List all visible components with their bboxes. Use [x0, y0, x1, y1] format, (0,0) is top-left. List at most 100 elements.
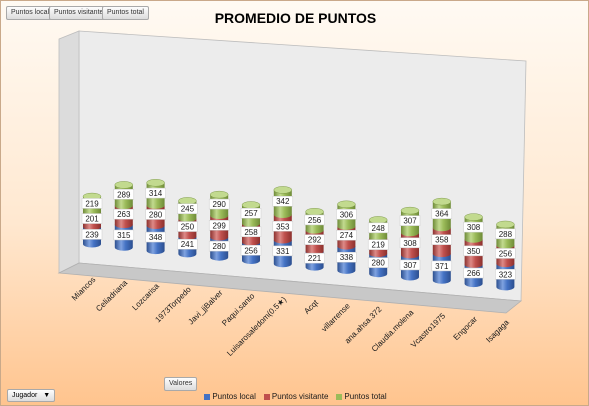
legend-label-total: Puntos total: [344, 392, 387, 401]
svg-text:306: 306: [340, 210, 354, 219]
svg-text:250: 250: [181, 223, 195, 232]
svg-text:308: 308: [467, 223, 481, 232]
svg-text:239: 239: [85, 230, 99, 239]
legend-swatch-visitante: [263, 394, 270, 400]
data-label-total-8: 256: [304, 214, 325, 226]
row-field-label: Jugador: [12, 392, 38, 399]
data-label-local-12: 371: [431, 260, 453, 272]
svg-text:280: 280: [372, 259, 386, 268]
row-field-jugador[interactable]: Jugador ▼: [7, 389, 56, 402]
legend-item-visitante: Puntos visitante: [263, 391, 329, 403]
data-label-visitante-11: 308: [399, 237, 421, 249]
category-label-13: Engocar: [452, 314, 480, 342]
category-label-6: Paqui.santo: [220, 291, 257, 328]
svg-text:221: 221: [308, 254, 322, 263]
legend-item-local: Puntos local: [204, 391, 256, 403]
svg-text:288: 288: [499, 230, 513, 239]
data-label-local-6: 256: [240, 245, 262, 256]
legend-item-total: Puntos total: [336, 391, 387, 403]
data-label-visitante-6: 258: [240, 226, 262, 238]
data-label-visitante-2: 263: [113, 208, 135, 220]
svg-text:257: 257: [244, 209, 258, 218]
svg-text:266: 266: [467, 269, 481, 278]
data-label-visitante-1: 201: [81, 213, 103, 224]
svg-text:364: 364: [435, 210, 449, 219]
data-label-local-2: 315: [113, 229, 135, 241]
data-label-local-3: 348: [145, 231, 166, 243]
data-label-total-3: 314: [145, 187, 166, 199]
category-label-8: Acqt: [302, 298, 320, 316]
back-wall: [78, 30, 527, 302]
category-label-9: villarrense: [320, 301, 353, 334]
svg-text:256: 256: [244, 246, 258, 255]
svg-text:342: 342: [276, 197, 290, 206]
svg-text:358: 358: [435, 236, 449, 245]
svg-text:241: 241: [181, 240, 195, 249]
svg-text:323: 323: [499, 270, 513, 279]
data-label-visitante-5: 299: [208, 220, 230, 231]
svg-text:248: 248: [372, 224, 386, 233]
data-label-total-14: 288: [495, 228, 516, 240]
svg-text:274: 274: [340, 231, 354, 240]
chevron-down-icon: ▼: [43, 392, 51, 399]
data-label-total-2: 289: [113, 189, 135, 200]
svg-text:256: 256: [308, 216, 322, 225]
svg-text:299: 299: [213, 221, 227, 230]
svg-text:201: 201: [85, 215, 99, 224]
category-label-7: Luisarosaledom(0.5★): [225, 295, 288, 358]
field-button-puntos-total[interactable]: Puntos total: [102, 6, 149, 20]
data-label-local-11: 307: [399, 259, 421, 271]
data-label-local-14: 323: [495, 269, 516, 280]
legend-label-local: Puntos local: [212, 392, 256, 401]
category-label-5: Javi_jjBalver: [186, 288, 224, 326]
data-label-visitante-12: 358: [431, 234, 453, 245]
data-label-total-10: 248: [367, 222, 389, 234]
data-label-local-8: 221: [304, 252, 325, 264]
data-label-local-9: 338: [336, 251, 357, 263]
category-label-2: Celiadriana: [94, 278, 129, 313]
data-label-local-13: 266: [463, 267, 484, 279]
data-label-local-10: 280: [367, 257, 389, 268]
data-label-local-7: 331: [272, 245, 294, 257]
svg-text:292: 292: [308, 236, 322, 245]
category-label-3: Lozcarisa: [130, 281, 161, 312]
svg-text:353: 353: [276, 222, 290, 231]
svg-text:307: 307: [403, 217, 417, 226]
data-label-visitante-8: 292: [304, 234, 325, 245]
category-label-14: Isagaga: [484, 318, 511, 345]
data-label-visitante-10: 219: [367, 239, 389, 250]
data-label-total-4: 245: [177, 203, 198, 214]
values-button[interactable]: Valores: [164, 377, 198, 391]
data-label-total-9: 306: [336, 209, 357, 220]
data-label-total-6: 257: [240, 207, 262, 219]
svg-text:331: 331: [276, 247, 290, 256]
category-label-1: Miancos: [70, 275, 97, 302]
data-label-total-5: 290: [208, 198, 230, 210]
svg-text:263: 263: [117, 210, 131, 219]
data-label-visitante-9: 274: [336, 229, 357, 241]
chart-title: PROMEDIO DE PUNTOS: [214, 10, 377, 26]
svg-text:280: 280: [213, 242, 227, 251]
svg-text:315: 315: [117, 231, 131, 240]
data-label-visitante-4: 250: [177, 221, 198, 232]
data-label-visitante-13: 350: [463, 245, 484, 257]
data-label-total-12: 364: [431, 208, 453, 219]
data-label-total-11: 307: [399, 215, 421, 226]
svg-text:245: 245: [181, 205, 195, 214]
svg-text:219: 219: [372, 241, 386, 250]
data-label-local-5: 280: [208, 240, 230, 252]
svg-text:258: 258: [244, 228, 258, 237]
floor: [57, 262, 523, 314]
svg-text:256: 256: [499, 249, 513, 258]
legend-label-visitante: Puntos visitante: [271, 392, 329, 401]
legend-swatch-total: [336, 394, 343, 400]
svg-text:308: 308: [403, 239, 417, 248]
data-label-local-1: 239: [81, 229, 103, 240]
data-label-visitante-3: 280: [145, 209, 166, 220]
svg-text:338: 338: [340, 253, 354, 262]
svg-text:280: 280: [149, 210, 163, 219]
svg-text:371: 371: [435, 262, 449, 271]
data-label-total-7: 342: [272, 195, 294, 207]
